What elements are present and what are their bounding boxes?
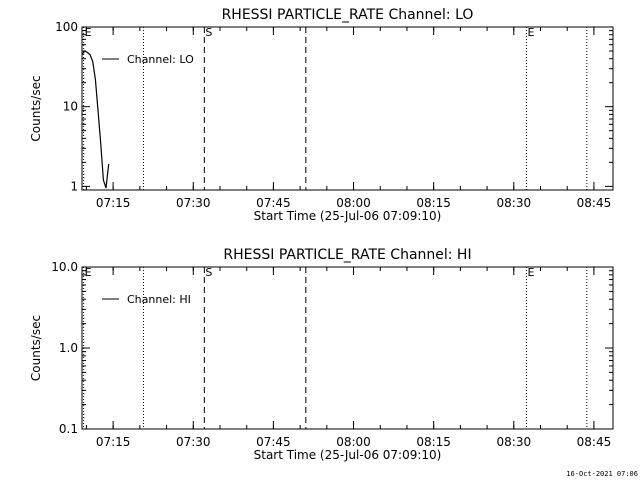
legend-label: Channel: LO [127, 53, 194, 66]
y-tick-label: 10 [63, 100, 78, 114]
x-tick-label: 07:45 [256, 196, 291, 210]
marker-label: E [85, 26, 92, 39]
x-tick-label: 07:30 [176, 435, 211, 449]
x-tick-label: 08:00 [336, 196, 371, 210]
chart-panel-1: RHESSI PARTICLE_RATE Channel: LO 1 10 100 07… [29, 7, 614, 223]
footer-timestamp: 16-Oct-2021 07:06 [566, 470, 638, 478]
series-line-1 [81, 50, 110, 189]
x-tick-label: 08:45 [577, 435, 612, 449]
x-tick-label: 07:30 [176, 196, 211, 210]
x-axis-label: Start Time (25-Jul-06 07:09:10) [254, 209, 442, 223]
y-tick-label: 1 [70, 179, 78, 193]
x-axis-label: Start Time (25-Jul-06 07:09:10) [254, 448, 442, 462]
y-tick-label: 1.0 [59, 341, 78, 355]
marker-label: S [205, 26, 212, 39]
y-axis-label: Counts/sec [29, 315, 43, 381]
chart-title: RHESSI PARTICLE_RATE Channel: LO [222, 7, 474, 23]
x-tick-label: 08:30 [497, 196, 532, 210]
plot-frame [81, 266, 614, 430]
marker-label: E [527, 266, 534, 279]
y-tick-label: 100 [55, 20, 78, 34]
y-tick-label: 0.1 [59, 422, 78, 436]
x-tick-label: 07:15 [96, 435, 131, 449]
x-tick-label: 08:30 [497, 435, 532, 449]
legend-label: Channel: HI [127, 293, 191, 306]
plot-frame [81, 26, 614, 191]
x-tick-label: 08:00 [336, 435, 371, 449]
marker-label: S [205, 266, 212, 279]
chart-title: RHESSI PARTICLE_RATE Channel: HI [223, 247, 471, 263]
x-tick-label: 08:45 [577, 196, 612, 210]
chart-panel-2: RHESSI PARTICLE_RATE Channel: HI 0.1 1.0 10… [29, 247, 614, 462]
y-axis-label: Counts/sec [29, 75, 43, 141]
x-tick-label: 07:15 [96, 196, 131, 210]
marker-label: E [85, 266, 92, 279]
x-tick-label: 07:45 [256, 435, 291, 449]
x-tick-label: 08:15 [416, 435, 451, 449]
y-tick-label: 10.0 [51, 260, 78, 274]
x-tick-label: 08:15 [416, 196, 451, 210]
marker-label: E [527, 26, 534, 39]
